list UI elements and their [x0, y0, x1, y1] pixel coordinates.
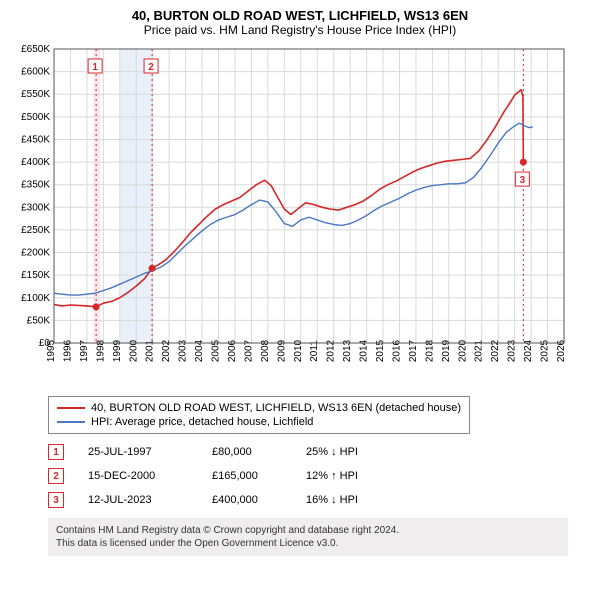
chart-title: 40, BURTON OLD ROAD WEST, LICHFIELD, WS1…	[8, 8, 592, 23]
chart-area: £0£50K£100K£150K£200K£250K£300K£350K£400…	[8, 43, 592, 388]
chart-subtitle: Price paid vs. HM Land Registry's House …	[8, 23, 592, 37]
svg-text:£150K: £150K	[21, 270, 50, 281]
svg-text:1: 1	[92, 62, 98, 73]
svg-text:£550K: £550K	[21, 89, 50, 100]
event-diff: 12% ↑ HPI	[306, 470, 396, 482]
footnote-line: Contains HM Land Registry data © Crown c…	[56, 524, 560, 537]
event-row: 3 12-JUL-2023 £400,000 16% ↓ HPI	[48, 488, 592, 512]
y-tick: £650K	[21, 44, 50, 55]
line-chart: £0£50K£100K£150K£200K£250K£300K£350K£400…	[8, 43, 568, 388]
legend-label: 40, BURTON OLD ROAD WEST, LICHFIELD, WS1…	[91, 402, 461, 414]
event-diff: 25% ↓ HPI	[306, 446, 396, 458]
footnote: Contains HM Land Registry data © Crown c…	[48, 518, 568, 556]
y-tick: £50K	[27, 315, 51, 326]
event-diff: 16% ↓ HPI	[306, 494, 396, 506]
svg-text:£400K: £400K	[21, 157, 50, 168]
event-marker	[520, 159, 527, 166]
event-row: 2 15-DEC-2000 £165,000 12% ↑ HPI	[48, 464, 592, 488]
y-tick: £200K	[21, 248, 50, 259]
event-badge: 3	[48, 492, 64, 508]
svg-text:£200K: £200K	[21, 248, 50, 259]
event-date: 15-DEC-2000	[88, 470, 188, 482]
svg-text:£300K: £300K	[21, 202, 50, 213]
highlight-band	[93, 49, 100, 343]
y-tick: £400K	[21, 157, 50, 168]
legend-label: HPI: Average price, detached house, Lich…	[91, 416, 313, 428]
svg-text:2: 2	[148, 62, 154, 73]
event-table: 1 25-JUL-1997 £80,000 25% ↓ HPI 2 15-DEC-2000…	[48, 440, 592, 512]
event-price: £80,000	[212, 446, 282, 458]
event-price: £165,000	[212, 470, 282, 482]
svg-text:£450K: £450K	[21, 134, 50, 145]
legend-swatch	[57, 407, 85, 409]
legend-item: 40, BURTON OLD ROAD WEST, LICHFIELD, WS1…	[57, 401, 461, 415]
event-marker	[149, 265, 156, 272]
svg-text:£650K: £650K	[21, 44, 50, 55]
event-date: 25-JUL-1997	[88, 446, 188, 458]
event-date: 12-JUL-2023	[88, 494, 188, 506]
svg-text:£50K: £50K	[27, 315, 51, 326]
y-tick: £300K	[21, 202, 50, 213]
svg-text:£350K: £350K	[21, 180, 50, 191]
y-tick: £350K	[21, 180, 50, 191]
y-tick: £550K	[21, 89, 50, 100]
svg-text:3: 3	[520, 175, 526, 186]
event-badge: 2	[48, 468, 64, 484]
svg-text:£100K: £100K	[21, 293, 50, 304]
event-label: 1	[88, 59, 102, 73]
y-tick: £100K	[21, 293, 50, 304]
event-marker	[93, 303, 100, 310]
svg-text:£600K: £600K	[21, 67, 50, 78]
event-badge: 1	[48, 444, 64, 460]
svg-text:£250K: £250K	[21, 225, 50, 236]
event-label: 3	[515, 172, 529, 186]
svg-text:£500K: £500K	[21, 112, 50, 123]
y-tick: £250K	[21, 225, 50, 236]
y-tick: £150K	[21, 270, 50, 281]
legend-swatch	[57, 421, 85, 423]
event-label: 2	[144, 59, 158, 73]
legend-item: HPI: Average price, detached house, Lich…	[57, 415, 461, 429]
y-tick: £500K	[21, 112, 50, 123]
footnote-line: This data is licensed under the Open Gov…	[56, 537, 560, 550]
event-price: £400,000	[212, 494, 282, 506]
y-tick: £450K	[21, 134, 50, 145]
event-row: 1 25-JUL-1997 £80,000 25% ↓ HPI	[48, 440, 592, 464]
legend: 40, BURTON OLD ROAD WEST, LICHFIELD, WS1…	[48, 396, 470, 434]
y-tick: £600K	[21, 67, 50, 78]
